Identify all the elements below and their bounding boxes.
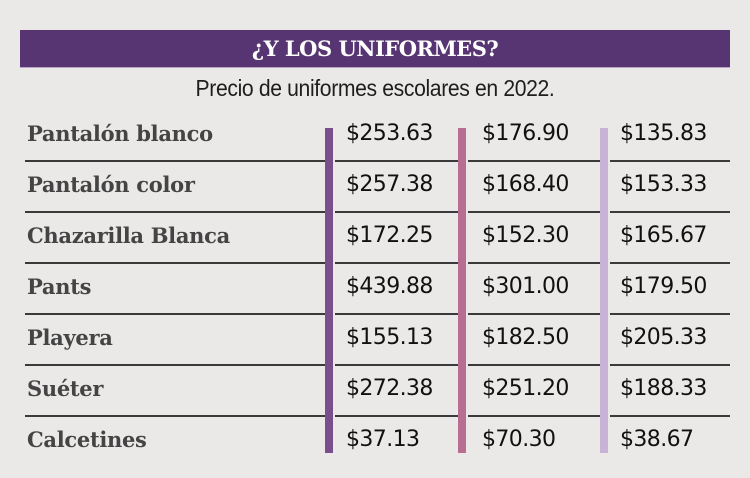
row-divider: [335, 262, 458, 264]
price-col-3: $153.33: [620, 172, 707, 197]
price-col-2: $168.40: [482, 172, 569, 197]
row-divider: [468, 262, 600, 264]
row-divider: [468, 211, 600, 213]
price-col-1: $172.25: [346, 223, 433, 248]
row-divider: [610, 262, 730, 264]
table-row: Calcetines $37.13 $70.30 $38.67: [0, 417, 750, 468]
row-divider: [335, 160, 458, 162]
row-divider: [468, 313, 600, 315]
table-row: Suéter $272.38 $251.20 $188.33: [0, 366, 750, 417]
title-banner: ¿Y LOS UNIFORMES?: [20, 30, 730, 68]
row-divider: [610, 364, 730, 366]
row-divider: [468, 160, 600, 162]
table-row: Pantalón blanco $253.63 $176.90 $135.83: [0, 111, 750, 162]
price-col-2: $176.90: [482, 121, 569, 146]
subtitle: Precio de uniformes escolares en 2022.: [195, 75, 555, 101]
item-label: Pants: [27, 274, 92, 299]
price-col-3: $179.50: [620, 274, 707, 299]
table-row: Playera $155.13 $182.50 $205.33: [0, 315, 750, 366]
row-divider: [25, 211, 325, 213]
row-divider: [610, 211, 730, 213]
price-col-3: $205.33: [620, 325, 707, 350]
row-divider: [610, 313, 730, 315]
row-divider: [468, 364, 600, 366]
series-2-bar: [458, 128, 466, 453]
row-divider: [25, 364, 325, 366]
row-divider: [335, 211, 458, 213]
row-divider: [25, 160, 325, 162]
row-divider: [610, 415, 730, 417]
row-divider: [25, 313, 325, 315]
price-col-2: $182.50: [482, 325, 569, 350]
price-col-3: $165.67: [620, 223, 707, 248]
price-col-1: $37.13: [346, 427, 420, 452]
table-row: Pants $439.88 $301.00 $179.50: [0, 264, 750, 315]
row-divider: [25, 262, 325, 264]
row-divider: [468, 415, 600, 417]
item-label: Chazarilla Blanca: [27, 223, 230, 248]
row-divider: [335, 313, 458, 315]
row-divider: [25, 415, 325, 417]
series-3-bar: [600, 128, 608, 453]
price-col-2: $251.20: [482, 376, 569, 401]
price-col-2: $70.30: [482, 427, 556, 452]
price-col-1: $257.38: [346, 172, 433, 197]
table-row: Chazarilla Blanca $172.25 $152.30 $165.67: [0, 213, 750, 264]
price-col-3: $188.33: [620, 376, 707, 401]
row-divider: [335, 415, 458, 417]
price-col-1: $272.38: [346, 376, 433, 401]
item-label: Playera: [27, 325, 113, 350]
item-label: Suéter: [27, 376, 104, 401]
title: ¿Y LOS UNIFORMES?: [251, 36, 499, 61]
price-col-3: $38.67: [620, 427, 694, 452]
price-col-2: $152.30: [482, 223, 569, 248]
item-label: Calcetines: [27, 427, 147, 452]
row-divider: [610, 160, 730, 162]
price-col-3: $135.83: [620, 121, 707, 146]
item-label: Pantalón color: [27, 172, 195, 197]
item-label: Pantalón blanco: [27, 121, 213, 146]
series-1-bar: [325, 128, 333, 453]
price-col-1: $439.88: [346, 274, 433, 299]
price-col-1: $253.63: [346, 121, 433, 146]
price-col-1: $155.13: [346, 325, 433, 350]
price-col-2: $301.00: [482, 274, 569, 299]
table-row: Pantalón color $257.38 $168.40 $153.33: [0, 162, 750, 213]
row-divider: [335, 364, 458, 366]
